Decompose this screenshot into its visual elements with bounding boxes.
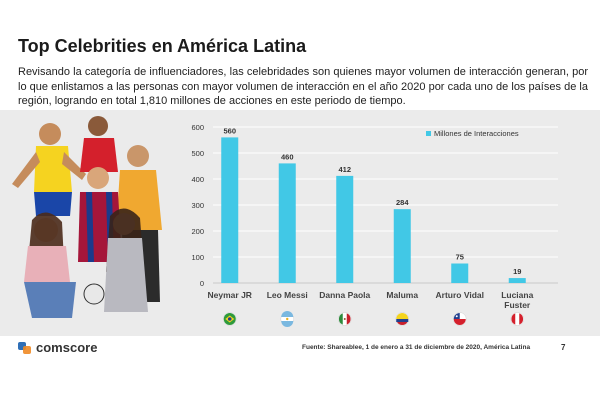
danna-figure bbox=[24, 212, 76, 318]
description-paragraph: Revisando la categoría de influenciadore… bbox=[18, 66, 588, 107]
value-label: 75 bbox=[456, 253, 464, 262]
comscore-logo: comscore bbox=[18, 340, 97, 355]
comscore-logo-icon bbox=[18, 341, 32, 354]
y-tick-label: 0 bbox=[200, 279, 204, 288]
page-title: Top Celebrities en América Latina bbox=[18, 36, 307, 56]
value-label: 412 bbox=[338, 165, 351, 174]
source-note: Fuente: Shareablee, 1 de enero a 31 de d… bbox=[302, 344, 531, 351]
category-labels: Neymar JR Leo Messi Danna Paola Maluma Artur… bbox=[208, 290, 534, 310]
legend-swatch bbox=[426, 131, 431, 136]
y-tick-label: 500 bbox=[191, 149, 204, 158]
category-label: Leo Messi bbox=[267, 290, 308, 300]
value-label: 19 bbox=[513, 267, 521, 276]
bar-neymar-jr bbox=[221, 137, 239, 283]
argentina-flag-icon bbox=[280, 311, 294, 327]
category-label: Neymar JR bbox=[208, 290, 252, 300]
celebrities-collage-image bbox=[12, 116, 162, 318]
mexico-flag-icon bbox=[338, 312, 352, 326]
category-label: Danna Paola bbox=[319, 290, 370, 300]
bar-danna-paola bbox=[336, 175, 354, 283]
chile-flag-icon bbox=[453, 312, 467, 326]
y-tick-label: 600 bbox=[191, 123, 204, 132]
legend: Millones de Interacciones bbox=[426, 129, 519, 138]
y-tick-label: 100 bbox=[191, 253, 204, 262]
category-label: Luciana bbox=[501, 290, 533, 300]
y-tick-label: 400 bbox=[191, 175, 204, 184]
peru-flag-icon bbox=[510, 312, 524, 326]
country-flags bbox=[223, 311, 524, 327]
bar-luciana-fuster bbox=[508, 278, 526, 283]
value-label: 284 bbox=[396, 198, 409, 207]
value-labels: 560 460 412 284 75 19 bbox=[223, 126, 521, 276]
luciana-figure bbox=[83, 208, 148, 312]
neymar-figure bbox=[12, 123, 86, 216]
bar-leo-messi bbox=[278, 163, 296, 283]
vidal-figure bbox=[80, 116, 118, 172]
legend-label: Millones de Interacciones bbox=[434, 129, 519, 138]
gridlines bbox=[213, 126, 558, 284]
bar-arturo-vidal bbox=[451, 263, 469, 283]
brand-name: comscore bbox=[36, 340, 98, 355]
value-label: 560 bbox=[223, 126, 236, 135]
category-label: Maluma bbox=[386, 290, 418, 300]
y-tick-label: 300 bbox=[191, 201, 204, 210]
y-tick-label: 200 bbox=[191, 227, 204, 236]
bars bbox=[221, 137, 526, 283]
y-axis-ticks: 0 100 200 300 400 500 600 bbox=[191, 123, 204, 288]
category-label: Fuster bbox=[504, 300, 531, 310]
bar-maluma bbox=[393, 209, 411, 283]
colombia-flag-icon bbox=[395, 312, 409, 326]
value-label: 460 bbox=[281, 152, 294, 161]
page-number: 7 bbox=[561, 343, 566, 352]
category-label: Arturo Vidal bbox=[436, 290, 485, 300]
brazil-flag-icon bbox=[223, 312, 237, 326]
